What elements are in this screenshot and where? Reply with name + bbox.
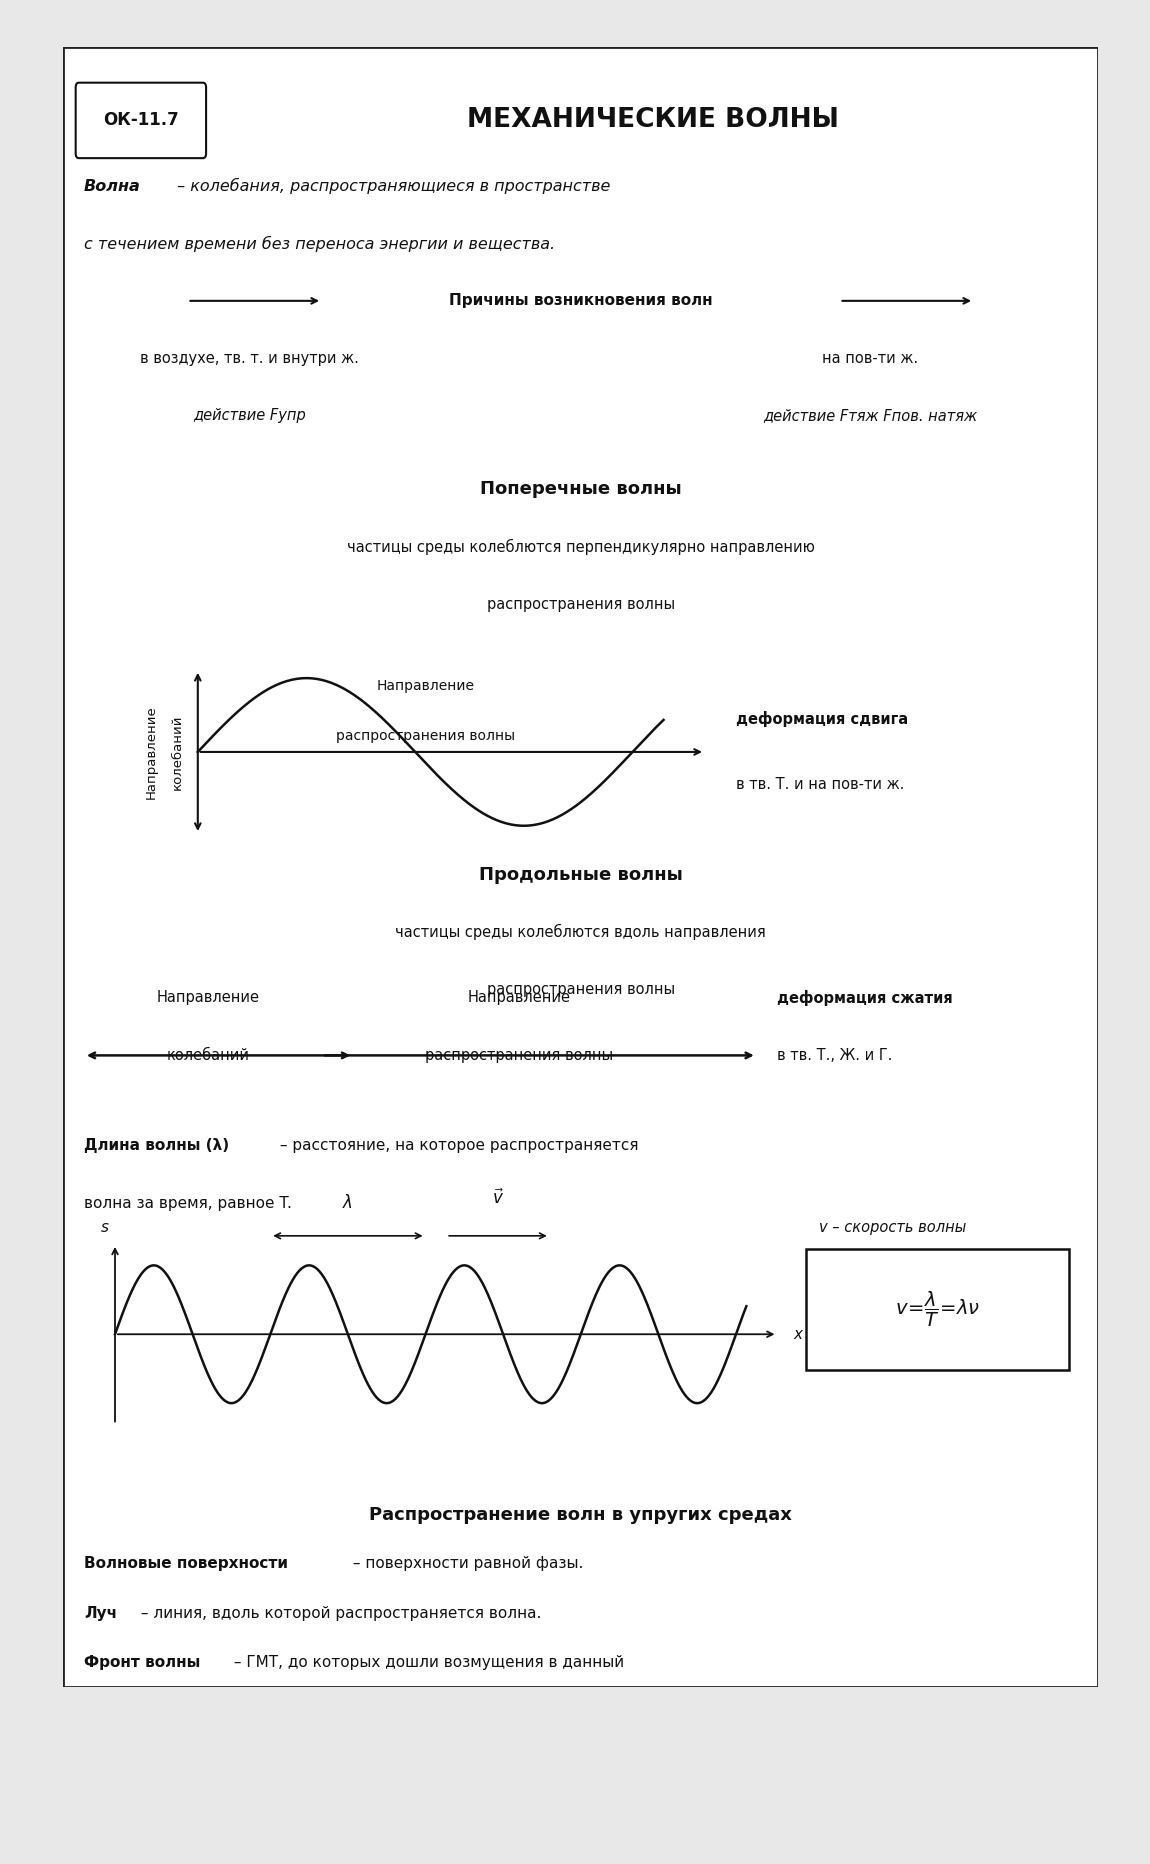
Text: Направление: Направление (376, 678, 475, 693)
Text: МЕХАНИЧЕСКИЕ ВОЛНЫ: МЕХАНИЧЕСКИЕ ВОЛНЫ (467, 108, 840, 134)
Text: колебаний: колебаний (167, 1048, 250, 1062)
Text: Направление: Направление (156, 990, 260, 1005)
Text: действие Fтяж Fпов. натяж: действие Fтяж Fпов. натяж (764, 408, 978, 423)
Text: λ: λ (343, 1195, 353, 1212)
Text: Волновые поверхности: Волновые поверхности (84, 1556, 288, 1571)
Text: деформация сдвига: деформация сдвига (736, 712, 908, 727)
Text: v – скорость волны: v – скорость волны (819, 1221, 966, 1236)
Text: колебаний: колебаний (170, 714, 184, 790)
Text: Причины возникновения волн: Причины возникновения волн (448, 293, 713, 308)
Text: Направление: Направление (467, 990, 570, 1005)
Text: Продольные волны: Продольные волны (478, 867, 683, 884)
Text: деформация сжатия: деформация сжатия (777, 990, 953, 1007)
Text: – линия, вдоль которой распространяется волна.: – линия, вдоль которой распространяется … (136, 1605, 542, 1620)
Text: Волна: Волна (84, 179, 140, 194)
Text: $\vec{v}$: $\vec{v}$ (492, 1189, 504, 1208)
Text: Направление: Направление (145, 705, 158, 800)
Text: распространения волны: распространения волны (486, 596, 675, 611)
Text: действие Fупр: действие Fупр (193, 408, 306, 423)
Text: частицы среды колеблются перпендикулярно направлению: частицы среды колеблются перпендикулярно… (347, 539, 814, 555)
Text: x: x (793, 1327, 802, 1342)
Text: с течением времени без переноса энергии и вещества.: с течением времени без переноса энергии … (84, 235, 555, 252)
Text: распространения волны: распространения волны (486, 982, 675, 997)
Text: в тв. Т., Ж. и Г.: в тв. Т., Ж. и Г. (777, 1048, 892, 1062)
Text: волна за время, равное T.: волна за время, равное T. (84, 1195, 292, 1210)
Text: в воздухе, тв. т. и внутри ж.: в воздухе, тв. т. и внутри ж. (140, 350, 359, 365)
Text: частицы среды колеблются вдоль направления: частицы среды колеблются вдоль направлен… (396, 925, 766, 941)
Text: на пов-ти ж.: на пов-ти ж. (822, 350, 919, 365)
Text: – колебания, распространяющиеся в пространстве: – колебания, распространяющиеся в простр… (172, 177, 611, 194)
Text: распространения волны: распространения волны (336, 729, 515, 742)
Text: – поверхности равной фазы.: – поверхности равной фазы. (347, 1556, 583, 1571)
Text: Поперечные волны: Поперечные волны (480, 481, 682, 498)
Text: s: s (101, 1221, 108, 1236)
Text: Длина волны (λ): Длина волны (λ) (84, 1139, 229, 1154)
Text: Распространение волн в упругих средах: Распространение волн в упругих средах (369, 1506, 792, 1523)
Text: $v\!=\!\dfrac{\lambda}{T}\!=\!\lambda\nu$: $v\!=\!\dfrac{\lambda}{T}\!=\!\lambda\nu… (896, 1290, 980, 1329)
Text: – ГМТ, до которых дошли возмущения в данный: – ГМТ, до которых дошли возмущения в дан… (229, 1655, 624, 1670)
Text: Фронт волны: Фронт волны (84, 1655, 200, 1670)
Text: распространения волны: распространения волны (424, 1048, 613, 1062)
Text: – расстояние, на которое распространяется: – расстояние, на которое распространяетс… (275, 1139, 639, 1154)
Text: Луч: Луч (84, 1605, 117, 1620)
Text: в тв. Т. и на пов-ти ж.: в тв. Т. и на пов-ти ж. (736, 777, 904, 792)
Text: ОК-11.7: ОК-11.7 (104, 112, 178, 129)
FancyBboxPatch shape (806, 1249, 1070, 1370)
FancyBboxPatch shape (76, 82, 206, 158)
